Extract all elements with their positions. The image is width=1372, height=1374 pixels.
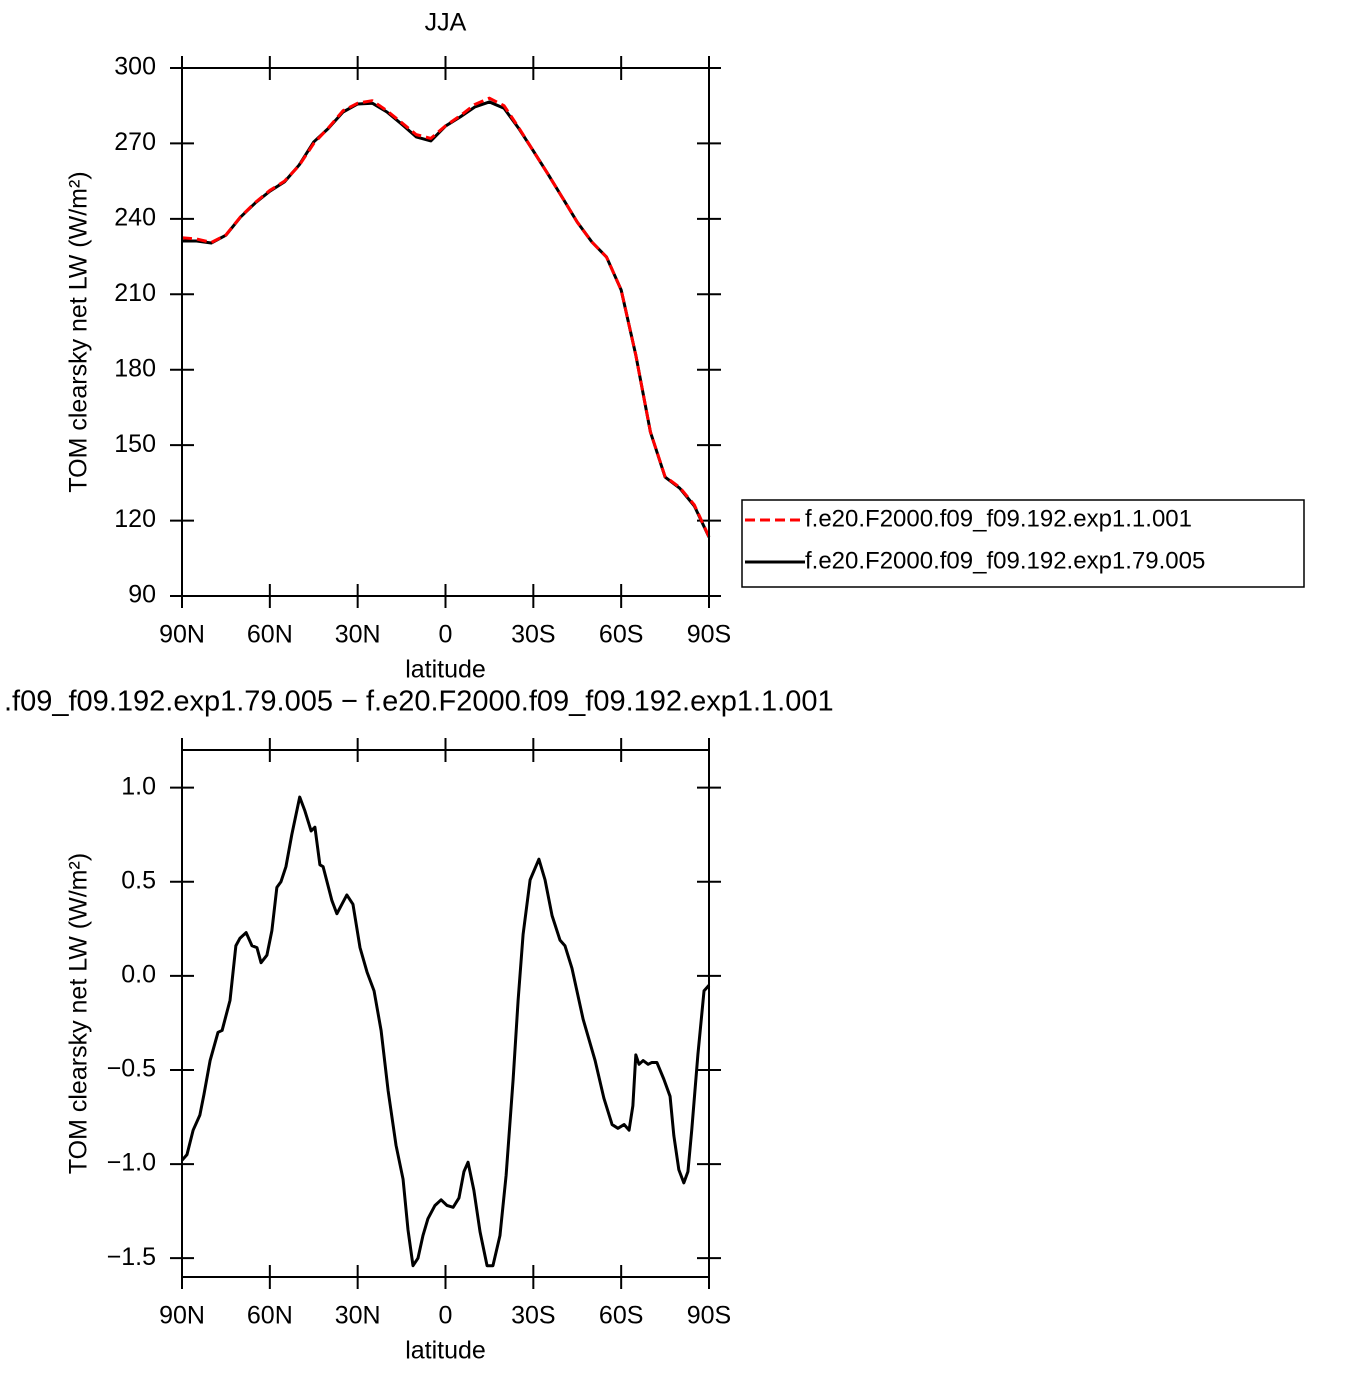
y-tick-label: 120 [114, 505, 156, 533]
y-tick-label: 210 [114, 279, 156, 307]
x-tick-label: 30S [511, 621, 555, 649]
x-tick-label: 30N [335, 1302, 381, 1330]
y-tick-label: −0.5 [107, 1055, 156, 1083]
y-tick-label: 1.0 [121, 772, 156, 800]
chart-title: JJA [425, 9, 467, 37]
y-tick-label: 270 [114, 128, 156, 156]
plot-frame [181, 749, 710, 1278]
legend-label: f.e20.F2000.f09_f09.192.exp1.79.005 [805, 547, 1205, 574]
x-tick-label: 60S [599, 1302, 643, 1330]
x-tick-label: 30S [511, 1302, 555, 1330]
x-axis-title: latitude [405, 1337, 486, 1365]
x-tick-label: 60N [247, 621, 293, 649]
x-tick-label: 90S [687, 1302, 731, 1330]
y-tick-label: 240 [114, 203, 156, 231]
y-tick-label: 0.5 [121, 866, 156, 894]
x-tick-label: 60N [247, 1302, 293, 1330]
x-tick-label: 0 [439, 1302, 453, 1330]
y-tick-label: 150 [114, 430, 156, 458]
legend-label: f.e20.F2000.f09_f09.192.exp1.1.001 [805, 505, 1192, 532]
y-tick-label: −1.0 [107, 1149, 156, 1177]
legend-box [741, 499, 1305, 588]
y-tick-label: 90 [128, 581, 156, 609]
x-tick-label: 90N [159, 1302, 205, 1330]
y-axis-title: TOM clearsky net LW (W/m²) [65, 171, 93, 492]
y-tick-label: −1.5 [107, 1243, 156, 1271]
y-tick-label: 300 [114, 53, 156, 81]
data-line [182, 100, 711, 538]
chart-title: .f09_f09.192.exp1.79.005 − f.e20.F2000.f… [4, 686, 834, 718]
x-tick-label: 30N [335, 621, 381, 649]
x-tick-label: 90S [687, 621, 731, 649]
data-line [180, 795, 711, 1268]
x-tick-label: 90N [159, 621, 205, 649]
y-axis-title: TOM clearsky net LW (W/m²) [65, 853, 93, 1174]
data-line [181, 96, 711, 538]
y-tick-label: 180 [114, 354, 156, 382]
y-tick-label: 0.0 [121, 960, 156, 988]
x-tick-label: 60S [599, 621, 643, 649]
x-axis-title: latitude [405, 656, 486, 684]
plot-frame [181, 67, 710, 597]
x-tick-label: 0 [439, 621, 453, 649]
